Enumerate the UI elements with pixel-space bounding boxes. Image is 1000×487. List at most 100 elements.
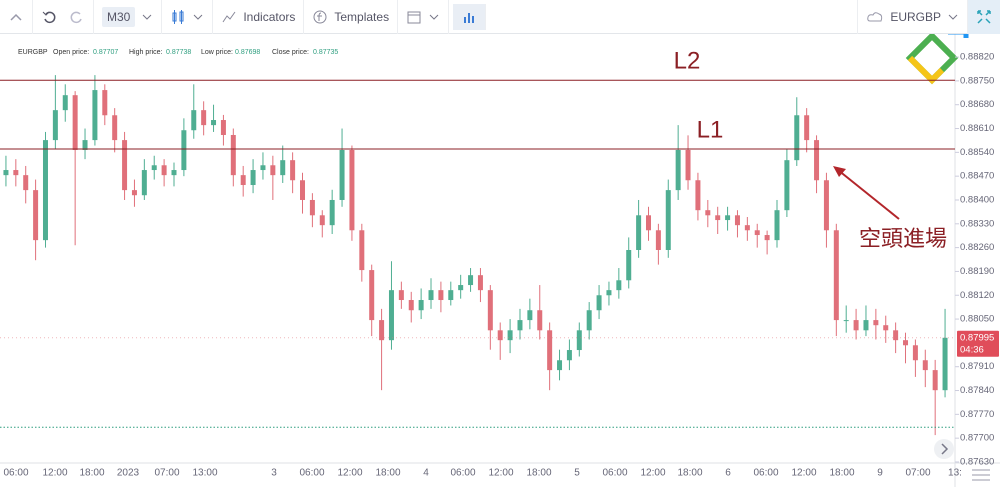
candle-body — [853, 320, 859, 331]
candle-body — [873, 320, 879, 326]
candle-body — [398, 290, 404, 301]
candle-body — [438, 290, 444, 301]
undo-redo[interactable] — [33, 0, 94, 34]
x-tick-label: 6 — [725, 468, 731, 479]
x-tick-label: 18:00 — [375, 468, 400, 479]
y-tick-label: 0.87840 — [960, 385, 994, 396]
candle-body — [201, 110, 207, 126]
y-tick-label: 0.88400 — [960, 194, 994, 205]
x-tick-label: 12:00 — [488, 468, 513, 479]
candle-body — [823, 180, 829, 231]
indicators-button[interactable]: Indicators — [213, 0, 305, 34]
candle-body — [814, 140, 820, 181]
candle-body — [240, 175, 246, 186]
x-tick-label: 18:00 — [79, 468, 104, 479]
templates-button[interactable]: Templates — [304, 0, 399, 34]
candle-body — [685, 149, 691, 181]
candle-body — [655, 230, 661, 250]
x-tick-label: 5 — [574, 468, 580, 479]
candle-body — [52, 110, 58, 141]
candle-body — [586, 310, 592, 331]
x-tick-label: 06:00 — [3, 468, 28, 479]
candle-body — [883, 325, 889, 331]
candle-body — [171, 170, 177, 176]
candle-body — [695, 180, 701, 211]
volume-button[interactable] — [453, 3, 487, 30]
candle-body — [102, 90, 108, 116]
candle-body — [715, 215, 721, 221]
candle-body — [675, 149, 681, 191]
calendar-button[interactable] — [398, 0, 450, 34]
candle-body — [557, 360, 563, 371]
x-tick-label: 2023 — [117, 468, 140, 479]
y-tick-label: 0.87770 — [960, 409, 994, 420]
candle-body — [527, 310, 533, 321]
x-tick-label: 9 — [877, 468, 883, 479]
candle-body — [507, 330, 513, 341]
candle-body — [616, 280, 622, 291]
candle-body — [744, 225, 750, 231]
y-tick-label: 0.88470 — [960, 171, 994, 182]
chart-type-button[interactable] — [162, 0, 214, 34]
info-value: 0.87707 — [93, 49, 118, 56]
settings-button[interactable] — [972, 469, 990, 481]
candle-body — [418, 300, 424, 311]
fullscreen-button[interactable] — [968, 0, 1000, 34]
candle-body — [794, 115, 800, 161]
candle-body — [181, 130, 187, 171]
candle-body — [131, 190, 137, 196]
annotation-arrowhead — [833, 166, 846, 177]
x-tick-label: 06:00 — [450, 468, 475, 479]
timeframe: M30 — [102, 6, 136, 27]
candle-body — [82, 140, 88, 150]
info-value: 0.87698 — [235, 49, 260, 56]
y-tick-label: 0.88120 — [960, 290, 994, 301]
candle-body — [734, 215, 740, 226]
symbol-button[interactable]: EURGBP — [857, 0, 968, 34]
info-label: Open price: — [53, 49, 89, 56]
candle-body — [912, 345, 918, 361]
candle-body — [349, 149, 355, 231]
y-tick-label: 0.88680 — [960, 99, 994, 110]
candle-body — [408, 300, 414, 311]
y-tick-label: 0.87910 — [960, 361, 994, 372]
indicators-label: Indicators — [243, 9, 296, 24]
candle-body — [566, 350, 572, 361]
candle-body — [636, 215, 642, 250]
candle-body — [428, 290, 434, 301]
y-tick-label: 0.88540 — [960, 147, 994, 158]
candle-body — [665, 190, 671, 250]
candle-body — [329, 199, 335, 226]
y-tick-label: 0.88050 — [960, 314, 994, 325]
x-tick-label: 18:00 — [677, 468, 702, 479]
info-label: Low price: — [201, 49, 233, 56]
candle-body — [922, 360, 928, 371]
candle-body — [270, 165, 276, 176]
countdown: 04:36 — [960, 344, 984, 355]
candle-body — [784, 160, 790, 211]
candle-body — [517, 320, 523, 331]
candle-body — [537, 310, 543, 331]
candle-body — [774, 210, 780, 241]
candle-body — [23, 175, 29, 191]
candle-body — [626, 250, 632, 281]
x-tick-label: 06:00 — [299, 468, 324, 479]
candle-body — [804, 115, 810, 141]
last-price-label: 0.87995 — [960, 332, 994, 343]
candle-body — [191, 110, 197, 131]
candle-body — [339, 149, 345, 200]
timeframe-button[interactable]: M30 — [94, 0, 163, 34]
level-label: L1 — [697, 116, 724, 143]
collapse-button[interactable] — [0, 0, 33, 34]
info-label: High price: — [129, 49, 163, 56]
candle-body — [151, 165, 157, 171]
candle-body — [843, 320, 849, 322]
candle-body — [893, 330, 899, 341]
symbol: EURGBP — [890, 9, 941, 24]
y-tick-label: 0.88190 — [960, 266, 994, 277]
candle-body — [903, 340, 909, 346]
x-tick-label: 07:00 — [154, 468, 179, 479]
y-tick-label: 0.87700 — [960, 433, 994, 444]
scroll-button[interactable] — [934, 439, 954, 459]
candle-body — [497, 330, 503, 341]
